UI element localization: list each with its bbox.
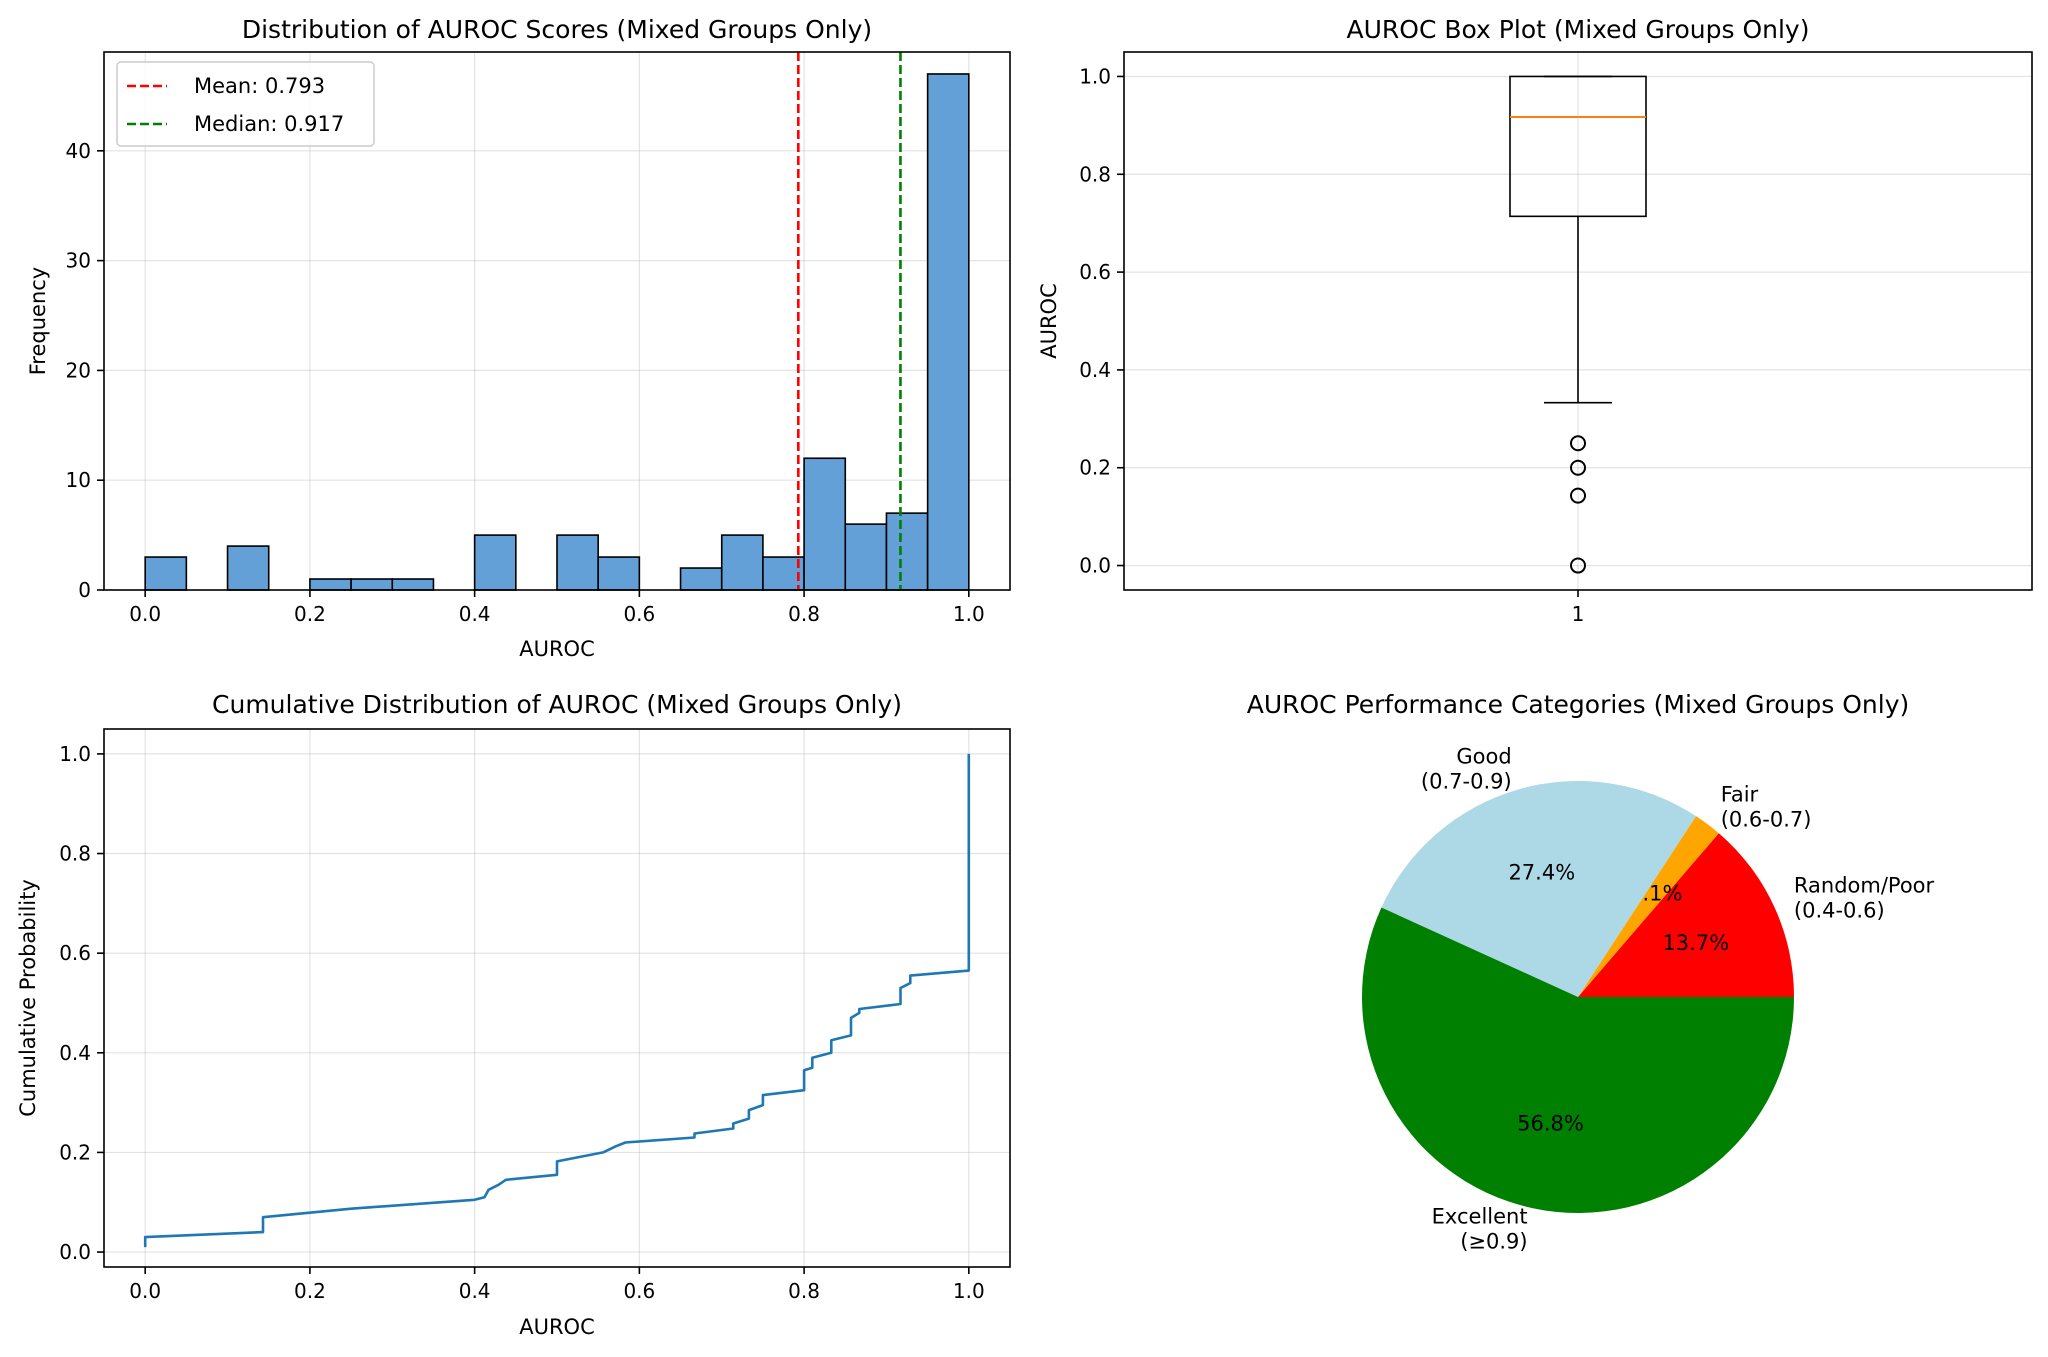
x-tick-label: 0.0 [129,602,161,626]
outlier-point [1570,487,1586,504]
x-tick-label: 1 [1572,602,1585,626]
y-tick-label: 1.0 [59,742,91,766]
cdf-x-axis-label: AUROC [519,1315,595,1339]
pie-panel: AUROC Performance Categories (Mixed Grou… [1247,690,1935,1254]
y-tick-label: 0.8 [59,842,91,866]
histogram-bar [926,73,970,591]
pie-slice [1381,780,1697,997]
y-tick-label: 0.2 [59,1140,91,1164]
histogram-bar [885,512,929,591]
histogram-bar [226,545,270,591]
histogram-bar [679,567,723,591]
cdf-plot-area [103,728,1011,1268]
y-tick-label: 40 [66,139,91,163]
pie-title: AUROC Performance Categories (Mixed Grou… [1247,690,1910,719]
x-tick-label: 1.0 [953,602,985,626]
x-tick-label: 0.2 [294,602,326,626]
histogram-x-axis-label: AUROC [519,637,595,661]
y-tick-label: 10 [66,468,91,492]
y-tick-label: 1.0 [1079,64,1111,88]
y-tick-label: 0.0 [1079,554,1111,578]
pie-category-label: Fair (0.6-0.7) [1721,783,1812,832]
x-tick-label: 0.4 [459,602,491,626]
pie-category-label: Random/Poor (0.4-0.6) [1794,873,1935,922]
histogram-bar [720,534,764,591]
cdf-panel: Cumulative Distribution of AUROC (Mixed … [16,690,1011,1339]
histogram-plot-area [103,51,1011,591]
pie-category-label: Good (0.7-0.9) [1421,744,1512,793]
x-tick-label: 0.6 [623,1279,655,1303]
y-tick-label: 0.6 [59,941,91,965]
outlier-point [1570,435,1586,452]
x-tick-label: 1.0 [953,1279,985,1303]
boxplot-y-axis-label: AUROC [1037,283,1061,359]
x-tick-label: 0.6 [623,602,655,626]
x-tick-label: 0.4 [459,1279,491,1303]
cdf-y-axis-label: Cumulative Probability [16,879,40,1117]
outlier-point [1570,557,1586,574]
pie-percent-label: 27.4% [1508,861,1575,885]
boxplot-title: AUROC Box Plot (Mixed Groups Only) [1347,15,1810,44]
y-tick-label: 20 [66,358,91,382]
y-tick-label: 0.4 [59,1041,91,1065]
cdf-title: Cumulative Distribution of AUROC (Mixed … [212,690,902,719]
histogram-panel: Distribution of AUROC Scores (Mixed Grou… [26,15,1011,661]
x-tick-label: 0.2 [294,1279,326,1303]
histogram-bar [473,534,517,591]
histogram-title: Distribution of AUROC Scores (Mixed Grou… [242,15,872,44]
y-tick-label: 0.4 [1079,358,1111,382]
y-tick-label: 30 [66,249,91,273]
iqr-box [1509,75,1647,218]
histogram-bar [309,578,352,591]
pie-percent-label: 13.7% [1662,931,1729,955]
histogram-bar [844,523,888,591]
histogram-bar [803,457,847,591]
y-tick-label: 0.8 [1079,162,1111,186]
histogram-legend: Mean: 0.793 Median: 0.917 [116,61,375,147]
y-tick-label: 0.0 [59,1240,91,1264]
histogram-y-axis-label: Frequency [26,267,50,376]
pie-slice [1361,907,1794,1214]
pie-slice [1578,833,1794,997]
histogram-bar [556,534,599,591]
boxplot-panel: AUROC Box Plot (Mixed Groups Only) 0.0 0.… [1037,15,2033,626]
x-tick-label: 0.8 [788,602,820,626]
y-tick-label: 0.2 [1079,456,1111,480]
pie-percent-label: 56.8% [1517,1112,1584,1136]
histogram-bar [350,578,394,591]
y-tick-label: 0 [78,578,91,602]
histogram-bar [391,578,435,591]
pie-slice [1578,816,1719,997]
pie-category-label: Excellent (≥0.9) [1432,1205,1528,1254]
histogram-bar [144,556,188,591]
x-tick-label: 0.0 [129,1279,161,1303]
legend-mean-label: Mean: 0.793 [194,74,325,98]
x-tick-label: 0.8 [788,1279,820,1303]
y-tick-label: 0.6 [1079,260,1111,284]
histogram-bar [597,556,641,591]
legend-median-label: Median: 0.917 [194,112,344,136]
outlier-point [1570,459,1586,476]
cdf-line [143,753,971,1248]
